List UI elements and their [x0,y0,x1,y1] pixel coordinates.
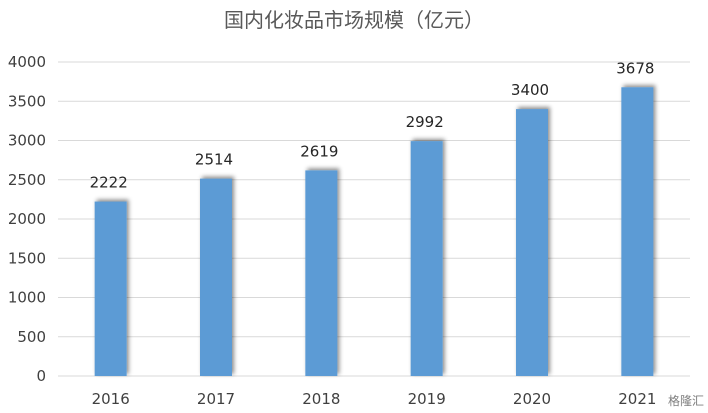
data-label: 2619 [300,142,338,160]
x-tick-label: 2020 [513,390,551,408]
data-label: 3400 [511,81,549,99]
chart-title: 国内化妆品市场规模（亿元） [224,8,484,32]
y-tick-label: 3500 [8,92,46,110]
bars [94,87,654,376]
bar-2019 [410,141,443,376]
data-label: 3678 [616,59,654,77]
data-label: 2222 [90,174,128,192]
bar-2020 [516,109,548,376]
y-tick-label: 3000 [8,132,46,150]
y-tick-label: 2500 [8,171,46,189]
y-axis-ticks: 0 500 1000 1500 2000 2500 3000 3500 4000 [8,53,46,385]
x-tick-label: 2018 [302,390,340,408]
x-axis-ticks: 2016 2017 2018 2019 2020 2021 [92,390,657,408]
bar-2018 [305,170,338,376]
data-labels: 2222 2514 2619 2992 3400 3678 [90,59,655,191]
bar-2021 [621,87,654,376]
y-tick-label: 0 [36,367,46,385]
watermark-logo: 格隆汇 [667,394,704,408]
y-tick-label: 500 [17,328,46,346]
y-tick-label: 1000 [8,289,46,307]
x-tick-label: 2016 [92,390,130,408]
y-tick-label: 4000 [8,53,46,71]
y-tick-label: 2000 [8,210,46,228]
bar-2016 [94,201,127,376]
grid-lines [58,61,690,377]
x-tick-label: 2017 [197,390,235,408]
x-tick-label: 2019 [408,390,446,408]
x-tick-label: 2021 [618,390,656,408]
data-label: 2992 [406,113,444,131]
data-label: 2514 [195,151,233,169]
y-tick-label: 1500 [8,249,46,267]
bar-2017 [200,178,232,376]
